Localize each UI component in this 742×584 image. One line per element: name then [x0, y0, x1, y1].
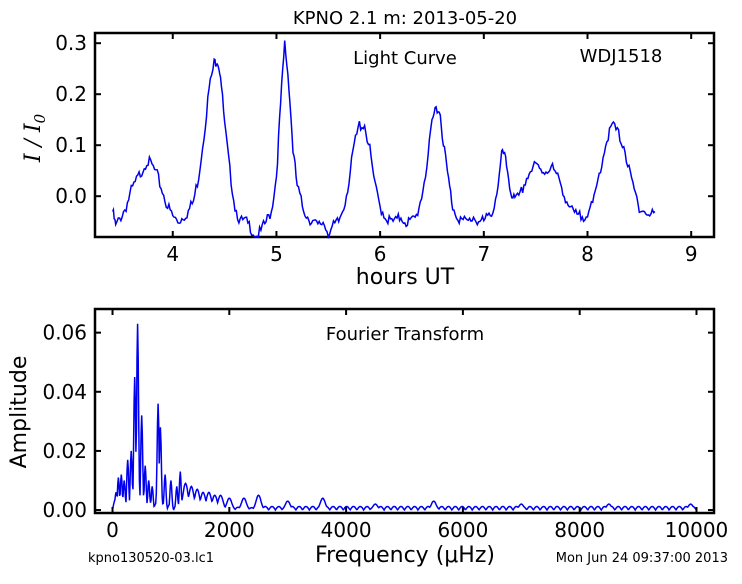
- x-tick-label: 7: [477, 242, 490, 266]
- light-curve-x-ticks: 4 5 6 7 8 9: [166, 33, 698, 266]
- y-tick-label: 0.02: [42, 439, 87, 463]
- x-tick-label: 0: [106, 518, 119, 542]
- light-curve-annotation: Light Curve: [353, 48, 457, 69]
- fourier-line: [111, 323, 697, 512]
- fourier-x-label: Frequency (μHz): [315, 543, 495, 568]
- x-tick-label: 9: [685, 242, 698, 266]
- x-tick-label: 4: [166, 242, 179, 266]
- y-tick-label: 0.1: [55, 133, 87, 157]
- light-curve-x-label: hours UT: [356, 265, 455, 290]
- fourier-annotation: Fourier Transform: [326, 324, 484, 345]
- x-tick-label: 2000: [204, 518, 255, 542]
- x-tick-label: 8000: [554, 518, 605, 542]
- y-tick-label: 0.04: [42, 380, 87, 404]
- x-tick-label: 8: [581, 242, 594, 266]
- figure-title: KPNO 2.1 m: 2013-05-20: [293, 8, 517, 29]
- timestamp-label: Mon Jun 24 09:37:00 2013: [556, 551, 728, 566]
- fourier-series: [111, 323, 697, 512]
- fourier-y-ticks: 0.00 0.02 0.04 0.06: [42, 321, 714, 522]
- y-tick-label: 0.06: [42, 321, 87, 345]
- y-tick-label: 0.00: [42, 498, 87, 522]
- y-tick-label: 0.2: [55, 82, 87, 106]
- x-tick-label: 6000: [437, 518, 488, 542]
- light-curve-line: [111, 40, 656, 240]
- filename-label: kpno130520-03.lc1: [88, 551, 214, 566]
- x-tick-label: 5: [270, 242, 283, 266]
- x-tick-label: 10000: [665, 518, 729, 542]
- fourier-panel: 0 2000 4000 6000 8000 10000 0.000.020.040.06 …: [7, 307, 728, 568]
- y-tick-label: 0.3: [55, 31, 87, 55]
- fourier-frame: [93, 307, 716, 515]
- y-tick-label: 0.0: [55, 184, 87, 208]
- light-curve-series: [111, 40, 656, 240]
- light-curve-frame: [93, 31, 716, 239]
- x-tick-label: 4000: [321, 518, 372, 542]
- light-curve-y-label: I / I0: [21, 113, 49, 163]
- star-name-annotation: WDJ1518: [580, 46, 663, 67]
- x-tick-label: 6: [374, 242, 387, 266]
- fourier-y-label: Amplitude: [7, 356, 32, 469]
- light-curve-y-ticks: 0.0 0.1 0.2 0.3: [55, 31, 714, 208]
- fourier-x-ticks: 0 2000 4000 6000 8000 10000: [106, 309, 728, 542]
